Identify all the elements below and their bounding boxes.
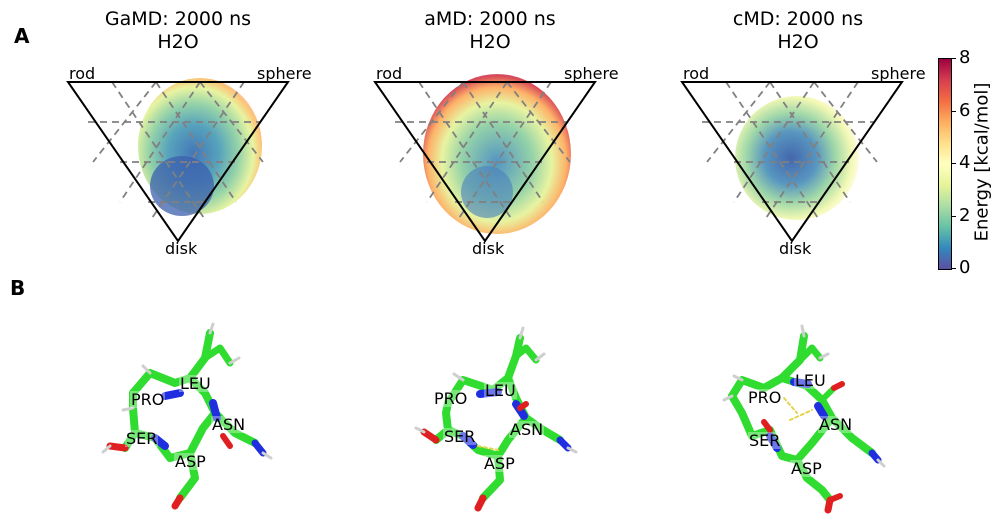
- colorbar-tick-label: 8: [959, 47, 971, 68]
- colorbar-tick: [951, 268, 956, 269]
- residue-label-asp: ASP: [483, 454, 516, 473]
- vertex-label-rod: rod: [376, 64, 403, 83]
- vertex-label-disk: disk: [779, 239, 812, 258]
- colorbar-tick: [951, 216, 956, 217]
- peptide-structure-cmd: [722, 324, 886, 514]
- residue-label-pro: PRO: [130, 390, 166, 409]
- ternary-plot-amd: [373, 74, 597, 243]
- residue-label-leu: LEU: [484, 381, 517, 400]
- ternary-frame-gamd: [66, 81, 290, 243]
- plot-title-line2: H2O: [777, 31, 819, 53]
- density-amd-outer: [423, 74, 571, 234]
- ternary-grid-gamd: [88, 81, 264, 222]
- panel-a-letter: A: [14, 24, 30, 48]
- residue-label-ser: SER: [748, 431, 782, 450]
- plot-title-gamd: GaMD: 2000 ns H2O: [58, 8, 298, 54]
- colorbar-tick-label: 0: [959, 257, 971, 278]
- colorbar-axis-label: Energy [kcal/mol]: [971, 82, 993, 242]
- peptide-structure-gamd: [101, 322, 273, 510]
- vertex-label-disk: disk: [472, 239, 505, 258]
- residue-label-pro: PRO: [747, 388, 783, 407]
- panel-b-letter: B: [10, 276, 26, 300]
- colorbar-tick-label: 4: [959, 152, 971, 173]
- residue-label-asn: ASN: [211, 415, 247, 434]
- vertex-label-sphere: sphere: [564, 64, 619, 83]
- plot-title-line1: aMD: 2000 ns: [424, 8, 556, 30]
- density-amd-core: [461, 166, 513, 218]
- residue-label-asn: ASN: [818, 415, 854, 434]
- ternary-grid-cmd: [702, 81, 878, 222]
- colorbar-tick: [951, 58, 956, 59]
- residue-label-ser: SER: [443, 427, 477, 446]
- ternary-plot-cmd: [680, 81, 904, 243]
- ternary-frame-amd: [373, 81, 597, 243]
- plot-title-line2: H2O: [469, 31, 511, 53]
- ternary-plot-gamd: [66, 78, 290, 243]
- ternary-grid-amd: [395, 81, 571, 222]
- energy-colorbar: [938, 58, 952, 270]
- residue-label-leu: LEU: [179, 374, 212, 393]
- vertex-label-sphere: sphere: [871, 64, 926, 83]
- plot-title-amd: aMD: 2000 ns H2O: [370, 8, 610, 54]
- residue-label-leu: LEU: [794, 371, 827, 390]
- vertex-label-disk: disk: [165, 239, 198, 258]
- plot-title-line1: GaMD: 2000 ns: [104, 8, 252, 30]
- plot-title-line2: H2O: [157, 31, 199, 53]
- vertex-label-rod: rod: [683, 64, 710, 83]
- residue-label-asn: ASN: [509, 420, 545, 439]
- plot-title-line1: cMD: 2000 ns: [732, 8, 864, 30]
- vertex-label-rod: rod: [69, 64, 96, 83]
- colorbar-tick: [951, 111, 956, 112]
- colorbar-tick: [951, 163, 956, 164]
- residue-label-asp: ASP: [174, 452, 207, 471]
- residue-label-asp: ASP: [790, 459, 823, 478]
- residue-label-ser: SER: [125, 429, 159, 448]
- plot-title-cmd: cMD: 2000 ns H2O: [678, 8, 918, 54]
- residue-label-pro: PRO: [433, 389, 469, 408]
- ternary-frame-cmd: [680, 81, 904, 243]
- vertex-label-sphere: sphere: [257, 64, 312, 83]
- peptide-structure-amd: [414, 326, 578, 512]
- colorbar-tick-label: 6: [959, 100, 971, 121]
- colorbar-tick-label: 2: [959, 205, 971, 226]
